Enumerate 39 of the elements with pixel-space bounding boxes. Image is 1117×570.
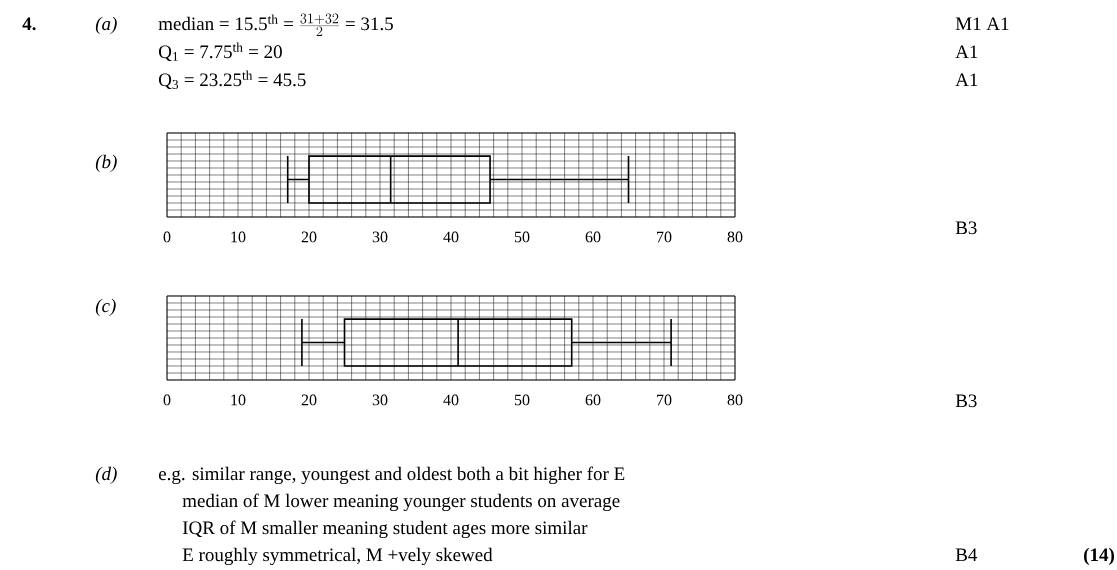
x-tick-label: 0 (163, 231, 171, 243)
text: A1 (955, 45, 978, 58)
x-tick-label: 0 (163, 394, 171, 406)
x-tick-label: 80 (727, 231, 743, 243)
text: Q$_{3}$ = 23.25$^{th}$ = 45.5 (159, 70, 306, 90)
text: e.g. similar range, youngest and oldest both a bit higher for E (158, 466, 625, 485)
text: (14) (1084, 547, 1115, 566)
text: B3 (955, 221, 977, 235)
text: (a) (95, 16, 117, 35)
x-tick-label: 80 (727, 394, 743, 406)
text: 4. (22, 17, 36, 31)
text: = 31.5 (345, 17, 393, 31)
text: E roughly symmetrical, M +vely skewed (182, 547, 493, 566)
x-tick-label: 10 (231, 394, 246, 406)
text: M1 A1 (955, 17, 1009, 30)
x-tick-label: 50 (514, 231, 530, 243)
text: median of M lower meaning younger students on average (182, 493, 620, 512)
x-tick-label: 70 (657, 394, 672, 406)
text: B4 (955, 548, 978, 562)
x-tick-label: 50 (514, 394, 530, 406)
text: B3 (955, 394, 977, 408)
x-tick-label: 60 (585, 231, 601, 243)
text: (d) (95, 466, 117, 485)
x-tick-label: 20 (301, 231, 317, 243)
x-tick-label: 40 (443, 231, 459, 243)
x-tick-label: 40 (443, 394, 459, 406)
x-tick-label: 10 (231, 231, 246, 243)
x-tick-label: 30 (372, 394, 388, 406)
text: A1 (955, 73, 978, 86)
text: (c) (95, 298, 116, 317)
text: IQR of M smaller meaning student ages more similar (182, 520, 588, 539)
text: Q$_{1}$ = 7.75$^{th}$ = 20 (159, 42, 282, 62)
text: $\frac{31+32}{2}$ (299, 13, 340, 36)
text: median = 15.5$^{th}$ = (158, 14, 293, 31)
x-tick-label: 30 (372, 231, 388, 243)
text: (b) (95, 154, 117, 173)
x-tick-label: 20 (301, 394, 317, 406)
x-tick-label: 60 (585, 394, 601, 406)
x-tick-label: 70 (657, 231, 672, 243)
